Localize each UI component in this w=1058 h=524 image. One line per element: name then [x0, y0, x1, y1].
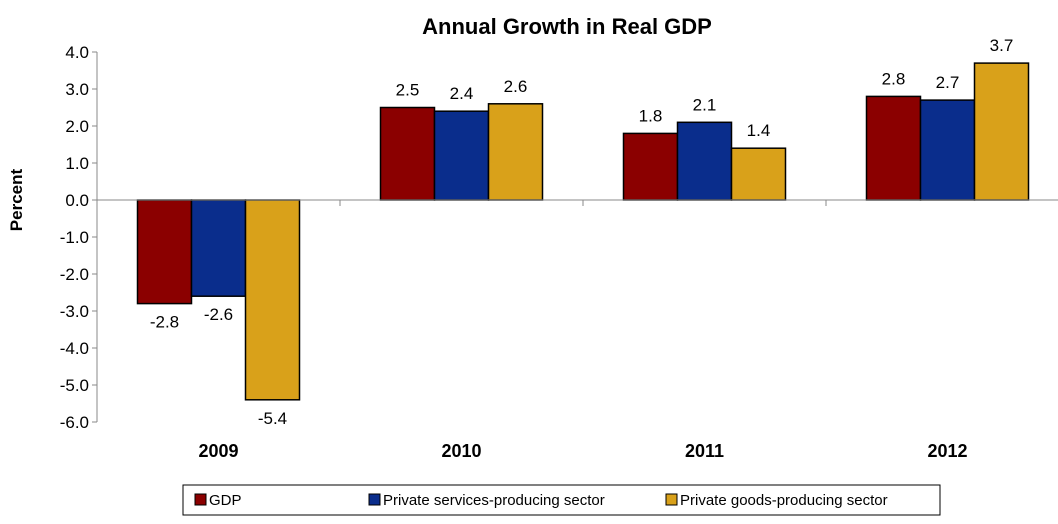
bar-2010-series-0 — [379, 106, 436, 201]
data-label: -2.6 — [204, 305, 233, 324]
x-tick-label: 2012 — [927, 441, 967, 461]
y-tick-label: -5.0 — [60, 376, 89, 395]
data-label: 1.8 — [639, 106, 663, 125]
bar-2011-series-2 — [730, 147, 787, 201]
legend: GDP Private services-producing sector Priv… — [182, 484, 941, 516]
legend-swatch — [194, 493, 207, 506]
y-tick-label: 1.0 — [65, 154, 89, 173]
data-label: 3.7 — [990, 36, 1014, 55]
bar-2011-series-0 — [622, 132, 679, 201]
bar-2012-series-2 — [973, 62, 1030, 201]
x-tick-label: 2009 — [198, 441, 238, 461]
bar-2012-series-1 — [919, 99, 976, 201]
y-tick-label: 3.0 — [65, 80, 89, 99]
data-label: 2.4 — [450, 84, 474, 103]
y-tick-label: 0.0 — [65, 191, 89, 210]
bar-2009-series-1 — [190, 199, 247, 297]
legend-entry: Private goods-producing sector — [680, 492, 888, 509]
data-label: -2.8 — [150, 313, 179, 332]
data-label: 2.1 — [693, 95, 717, 114]
plot-area: 4.0 3.0 2.0 1.0 0.0 -1.0 -2.0 -3.0 -4.0 -5.0 -6.0 -… — [60, 36, 1058, 461]
bar-2009-series-2 — [244, 199, 301, 401]
y-tick-label: -6.0 — [60, 413, 89, 432]
bar-2012-series-0 — [865, 95, 922, 201]
y-tick-label: 2.0 — [65, 117, 89, 136]
y-tick-label: -3.0 — [60, 302, 89, 321]
chart-title: Annual Growth in Real GDP — [422, 14, 712, 39]
data-label: 2.8 — [882, 69, 906, 88]
data-label: -5.4 — [258, 409, 287, 428]
bar-2011-series-1 — [676, 121, 733, 201]
x-tick-label: 2010 — [441, 441, 481, 461]
legend-box — [182, 484, 941, 516]
bar-2010-series-1 — [433, 110, 490, 201]
bar-2010-series-2 — [487, 103, 544, 201]
data-label: 2.7 — [936, 73, 960, 92]
y-axis-label: Percent — [7, 168, 26, 231]
legend-swatch — [665, 493, 678, 506]
legend-swatch — [368, 493, 381, 506]
data-label: 2.5 — [396, 81, 420, 100]
data-label: 2.6 — [504, 77, 528, 96]
y-tick-label: 4.0 — [65, 43, 89, 62]
legend-entry: GDP — [209, 492, 242, 509]
legend-entry: Private services-producing sector — [383, 492, 605, 509]
data-label: 1.4 — [747, 121, 771, 140]
y-tick-label: -4.0 — [60, 339, 89, 358]
y-tick-label: -1.0 — [60, 228, 89, 247]
x-tick-label: 2011 — [685, 441, 724, 461]
bar-2009-series-0 — [136, 199, 193, 305]
y-tick-label: -2.0 — [60, 265, 89, 284]
